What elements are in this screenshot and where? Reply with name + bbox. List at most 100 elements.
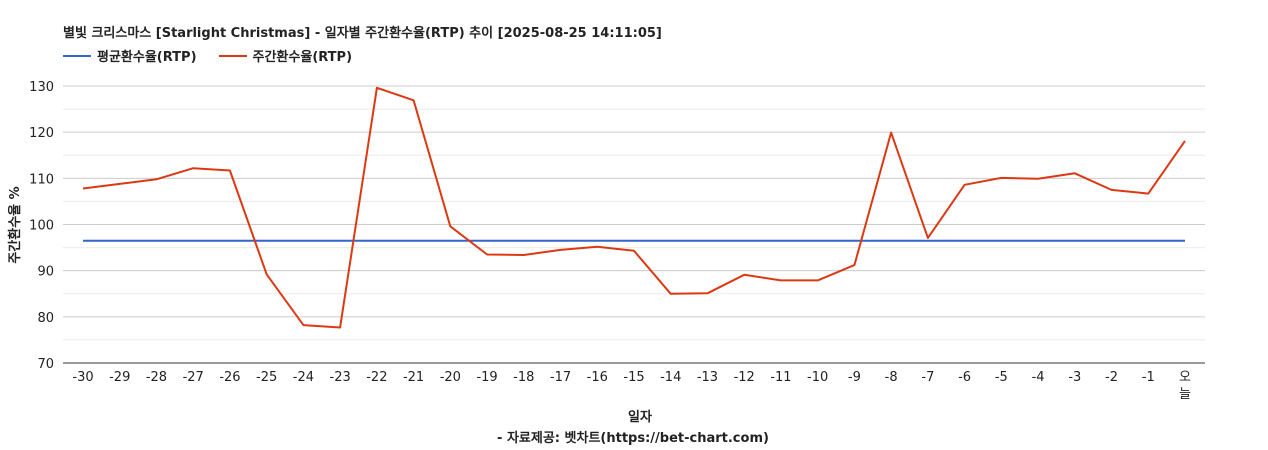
data-point-average[interactable] — [778, 238, 784, 244]
x-tick-label: -22 — [366, 370, 387, 385]
data-point-weekly[interactable] — [411, 97, 417, 103]
data-point-weekly[interactable] — [704, 290, 710, 296]
data-point-average[interactable] — [521, 238, 527, 244]
data-point-average[interactable] — [190, 238, 196, 244]
y-tick-label: 90 — [37, 265, 54, 280]
data-point-weekly[interactable] — [1145, 191, 1151, 197]
data-point-average[interactable] — [558, 238, 564, 244]
data-point-weekly[interactable] — [153, 176, 159, 182]
data-point-weekly[interactable] — [1072, 170, 1078, 176]
y-tick-label: 100 — [29, 219, 54, 234]
data-point-average[interactable] — [117, 238, 123, 244]
data-point-average[interactable] — [594, 238, 600, 244]
data-point-average[interactable] — [1072, 238, 1078, 244]
chart-title: 별빛 크리스마스 [Starlight Christmas] - 일자별 주간환… — [63, 26, 662, 41]
y-tick-label: 130 — [29, 80, 54, 95]
x-tick-label: -17 — [550, 370, 571, 385]
data-point-average[interactable] — [153, 238, 159, 244]
data-point-weekly[interactable] — [741, 272, 747, 278]
data-point-weekly[interactable] — [594, 244, 600, 250]
x-tick-label: -10 — [807, 370, 828, 385]
data-point-weekly[interactable] — [264, 271, 270, 277]
data-point-weekly[interactable] — [558, 247, 564, 253]
data-point-weekly[interactable] — [851, 262, 857, 268]
chart-legend: 평균환수율(RTP) 주간환수율(RTP) — [63, 46, 374, 65]
data-point-average[interactable] — [1035, 238, 1041, 244]
data-point-average[interactable] — [741, 238, 747, 244]
series-line-weekly — [82, 86, 1186, 329]
data-point-average[interactable] — [264, 238, 270, 244]
data-point-average[interactable] — [447, 238, 453, 244]
data-point-average[interactable] — [1145, 238, 1151, 244]
legend-line-average — [63, 54, 91, 57]
data-point-average[interactable] — [704, 238, 710, 244]
data-point-weekly[interactable] — [521, 252, 527, 258]
data-point-weekly[interactable] — [300, 322, 306, 328]
data-point-weekly[interactable] — [1035, 176, 1041, 182]
data-point-weekly[interactable] — [374, 85, 380, 91]
x-tick-label: -9 — [848, 370, 861, 385]
data-point-average[interactable] — [227, 238, 233, 244]
data-point-average[interactable] — [337, 238, 343, 244]
x-tick-label: -6 — [958, 370, 971, 385]
data-point-average[interactable] — [484, 238, 490, 244]
data-point-weekly[interactable] — [888, 130, 894, 136]
x-tick-label: -5 — [995, 370, 1008, 385]
data-point-weekly[interactable] — [925, 235, 931, 241]
data-point-weekly[interactable] — [190, 165, 196, 171]
data-point-average[interactable] — [851, 238, 857, 244]
data-point-weekly[interactable] — [998, 175, 1004, 181]
data-point-weekly[interactable] — [484, 252, 490, 258]
data-point-weekly[interactable] — [337, 324, 343, 330]
data-point-average[interactable] — [411, 238, 417, 244]
x-tick-label: -21 — [403, 370, 424, 385]
data-point-average[interactable] — [80, 238, 86, 244]
data-point-weekly[interactable] — [227, 167, 233, 173]
y-axis-title: 주간환수율 % — [7, 186, 23, 263]
data-point-average[interactable] — [631, 238, 637, 244]
x-tick-label: -29 — [109, 370, 130, 385]
x-axis-title: 일자 — [628, 410, 652, 425]
data-point-average[interactable] — [668, 238, 674, 244]
data-point-weekly[interactable] — [962, 182, 968, 188]
x-tick-label: -23 — [330, 370, 351, 385]
data-point-average[interactable] — [1182, 238, 1188, 244]
x-tick-label: -13 — [697, 370, 718, 385]
x-tick-label: -20 — [440, 370, 461, 385]
x-tick-label: -25 — [256, 370, 277, 385]
data-point-average[interactable] — [374, 238, 380, 244]
x-tick-label: -2 — [1105, 370, 1118, 385]
x-tick-label: -8 — [885, 370, 898, 385]
data-point-weekly[interactable] — [447, 223, 453, 229]
x-tick-label: -30 — [72, 370, 93, 385]
data-point-weekly[interactable] — [668, 291, 674, 297]
data-point-average[interactable] — [962, 238, 968, 244]
data-point-weekly[interactable] — [815, 277, 821, 283]
data-point-average[interactable] — [888, 238, 894, 244]
data-point-average[interactable] — [300, 238, 306, 244]
series-lines — [80, 85, 1188, 330]
legend-line-weekly — [218, 54, 247, 57]
data-point-average[interactable] — [815, 238, 821, 244]
legend-item-weekly[interactable]: 주간환수율(RTP) — [218, 46, 352, 65]
x-tick-label: -1 — [1142, 370, 1155, 385]
legend-label-average: 평균환수율(RTP) — [97, 50, 197, 65]
x-tick-label: -26 — [219, 370, 240, 385]
data-point-average[interactable] — [998, 238, 1004, 244]
x-tick-label: -14 — [660, 370, 681, 385]
x-tick-label: -24 — [293, 370, 314, 385]
y-tick-label: 70 — [37, 357, 54, 372]
data-point-weekly[interactable] — [1109, 187, 1115, 193]
data-point-weekly[interactable] — [1182, 138, 1188, 144]
x-tick-label: -28 — [146, 370, 167, 385]
x-tick-label: -27 — [183, 370, 204, 385]
legend-item-average[interactable]: 평균환수율(RTP) — [63, 46, 197, 65]
data-point-average[interactable] — [1109, 238, 1115, 244]
data-point-weekly[interactable] — [117, 181, 123, 187]
data-point-weekly[interactable] — [778, 277, 784, 283]
y-tick-label: 120 — [29, 126, 54, 141]
data-point-weekly[interactable] — [631, 248, 637, 254]
data-point-weekly[interactable] — [80, 185, 86, 191]
data-source-credit: - 자료제공: 벳차트(https://bet-chart.com) — [497, 430, 769, 446]
